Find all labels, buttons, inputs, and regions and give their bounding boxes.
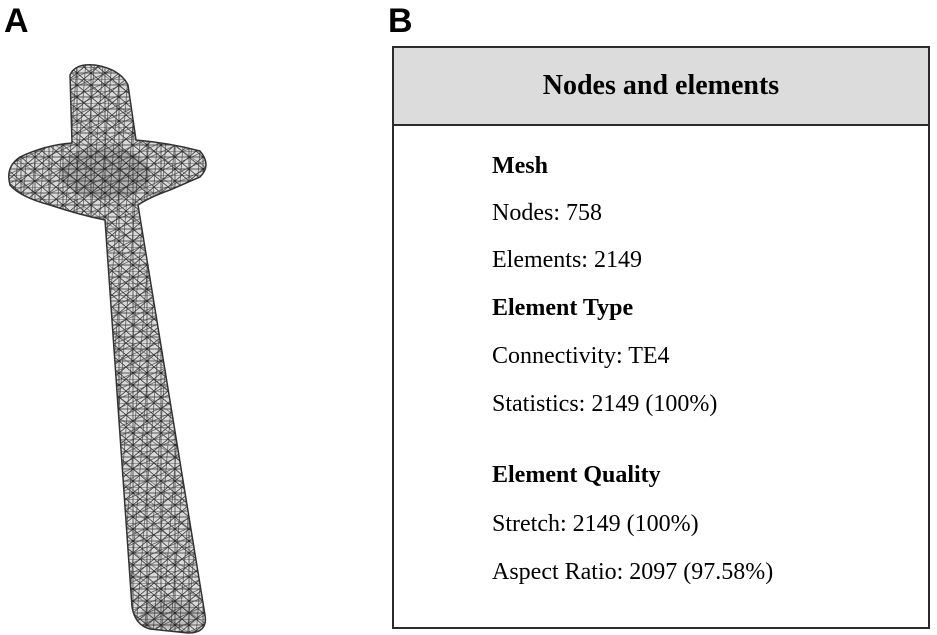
statistics-value: Statistics: 2149 (100%) (492, 391, 718, 417)
panel-label-b: B (388, 2, 413, 40)
nodes-count: Nodes: 758 (492, 200, 602, 226)
table-body: Mesh Nodes: 758 Elements: 2149 Element T… (492, 126, 918, 627)
panel-label-a: A (4, 2, 29, 40)
aspect-ratio-value: Aspect Ratio: 2097 (97.58%) (492, 559, 774, 585)
element-type-heading: Element Type (492, 295, 634, 321)
nodes-elements-table: Nodes and elements Mesh Nodes: 758 Eleme… (392, 46, 930, 629)
stretch-value: Stretch: 2149 (100%) (492, 511, 699, 537)
mesh-heading: Mesh (492, 153, 548, 179)
elements-count: Elements: 2149 (492, 247, 642, 273)
element-quality-heading: Element Quality (492, 462, 661, 488)
connectivity-value: Connectivity: TE4 (492, 343, 670, 369)
table-title: Nodes and elements (394, 48, 928, 126)
mesh-model-figure (8, 63, 207, 634)
